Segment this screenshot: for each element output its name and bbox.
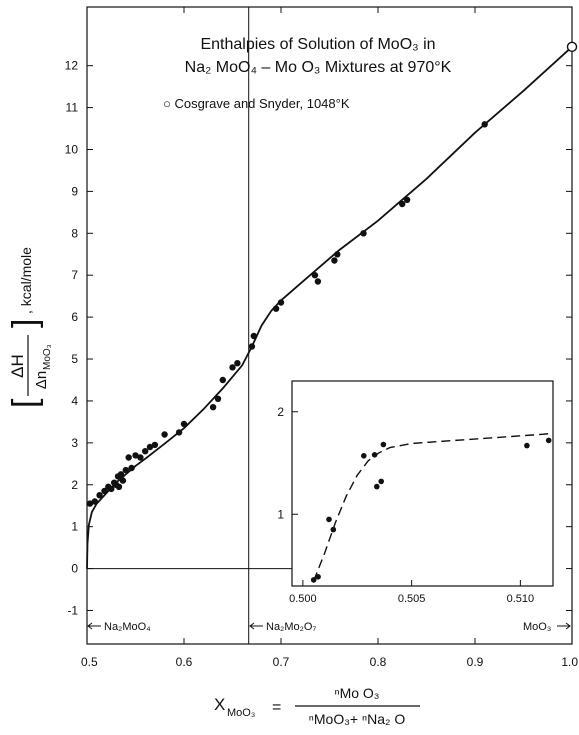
xlabel-numerator: ⁿMo O₃	[334, 685, 379, 701]
inset-data-point	[361, 453, 367, 459]
xlabel-sub: MoO₃	[227, 707, 255, 719]
data-point	[137, 454, 143, 460]
data-point	[123, 467, 129, 473]
data-point	[96, 492, 102, 498]
data-point	[128, 465, 134, 471]
data-point	[92, 498, 98, 504]
y-tick-label: 1	[71, 520, 78, 534]
data-point	[152, 442, 158, 448]
data-point	[210, 404, 216, 410]
data-point	[181, 421, 187, 427]
y-tick-label: 9	[71, 184, 78, 198]
y-tick-label: 10	[65, 142, 79, 156]
data-point	[120, 477, 126, 483]
data-point	[249, 343, 255, 349]
data-point	[161, 431, 167, 437]
y-tick-label: 8	[71, 226, 78, 240]
inset-plot-frame	[292, 381, 553, 586]
ylabel-frac-bottom: Δn	[33, 371, 50, 389]
y-tick-label: 0	[71, 562, 78, 576]
data-point	[116, 484, 122, 490]
data-point	[142, 448, 148, 454]
y-tick-label: 6	[71, 310, 78, 324]
y-tick-label: 2	[71, 478, 78, 492]
x-axis-label: X MoO₃ = ⁿMo O₃ ⁿMoO₃+ ⁿNa₂ O	[214, 685, 420, 727]
y-tick-label: 12	[65, 59, 79, 73]
data-point	[229, 364, 235, 370]
data-point	[482, 121, 488, 127]
ylabel-unit: , kcal/mole	[18, 247, 34, 314]
data-point	[118, 471, 124, 477]
x-tick-label: 0.9	[467, 655, 484, 669]
data-point	[331, 257, 337, 263]
inset-data-point	[374, 484, 380, 490]
data-point	[278, 299, 284, 305]
xlabel-denominator: ⁿMoO₃+ ⁿNa₂ O	[309, 711, 406, 727]
xlabel-symbol: X	[214, 695, 225, 714]
inset-data-point	[524, 443, 530, 449]
ylabel-frac-top: ΔH	[8, 354, 27, 378]
y-tick-label: 5	[71, 352, 78, 366]
inset-x-tick-label: 0.500	[289, 593, 317, 605]
data-point	[360, 230, 366, 236]
inset-data-point	[331, 527, 337, 533]
legend-open-circle: ○ Cosgrave and Snyder, 1048°K	[163, 96, 350, 111]
inset-data-point	[378, 479, 384, 485]
data-point	[215, 396, 221, 402]
compound-label-na2moo4: Na₂MoO₄	[104, 621, 151, 633]
y-tick-label: 11	[66, 101, 79, 115]
data-point	[399, 201, 405, 207]
data-point	[126, 454, 132, 460]
data-point	[176, 429, 182, 435]
x-tick-label: 0.8	[370, 655, 387, 669]
data-point	[312, 272, 318, 278]
compound-arrows	[88, 623, 570, 629]
inset-y-tick-label: 2	[277, 405, 284, 419]
data-point	[234, 360, 240, 366]
y-tick-label: 4	[71, 394, 78, 408]
y-tick-label: 3	[71, 436, 78, 450]
compound-label-moo3: MoO₃	[523, 621, 551, 633]
chart-title-line1: Enthalpies of Solution of MoO₃ in	[200, 36, 435, 53]
data-point	[220, 377, 226, 383]
data-point	[315, 278, 321, 284]
inset-data-point	[372, 452, 378, 458]
data-point	[251, 333, 257, 339]
data-point	[334, 251, 340, 257]
ylabel-frac-sub: MoO₃	[42, 344, 53, 370]
inset-y-tick-label: 1	[277, 507, 284, 521]
chart-title-line2: Na₂ MoO₄ – Mo O₃ Mixtures at 970°K	[185, 59, 452, 76]
y-tick-label: -1	[67, 603, 78, 617]
x-tick-label: 1.0	[561, 655, 578, 669]
inset-data-point	[326, 517, 332, 523]
inset-x-tick-label: 0.510	[507, 593, 535, 605]
inset-x-tick-label: 0.505	[398, 593, 426, 605]
data-point	[273, 306, 279, 312]
ylabel-bracket-left: [	[6, 398, 44, 408]
inset-data-point	[381, 442, 387, 448]
ylabel-bracket-right: ]	[6, 319, 44, 328]
y-tick-label: 7	[71, 268, 78, 282]
xlabel-equals: =	[272, 699, 281, 716]
open-data-point	[568, 42, 577, 51]
y-axis-label: [ ΔH Δn MoO₃ ] , kcal/mole	[6, 247, 53, 408]
compound-label-na2mo2o7: Na₂Mo₂O₇	[266, 621, 316, 633]
x-tick-label: 0.7	[273, 655, 290, 669]
data-point	[404, 197, 410, 203]
x-tick-label: 0.5	[81, 655, 98, 669]
inset-data-point	[315, 574, 321, 580]
inset-data-point	[546, 438, 552, 444]
x-tick-label: 0.6	[176, 655, 193, 669]
